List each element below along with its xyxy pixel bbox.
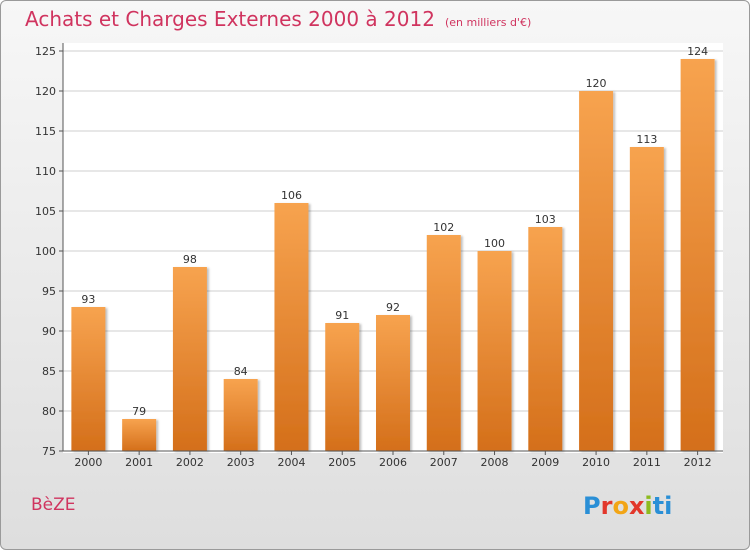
bar bbox=[680, 59, 715, 451]
y-tick-label: 105 bbox=[35, 205, 56, 218]
bar bbox=[426, 235, 461, 451]
bars: 93 79 98 84 106 91 92 102 100 103 120 113 124 bbox=[71, 45, 715, 451]
x-tick-label: 2011 bbox=[633, 456, 661, 469]
y-tick-label: 80 bbox=[42, 405, 56, 418]
x-tick-label: 2000 bbox=[74, 456, 102, 469]
y-tick-label: 95 bbox=[42, 285, 56, 298]
x-tick-label: 2002 bbox=[176, 456, 204, 469]
data-label: 124 bbox=[687, 45, 708, 58]
bar bbox=[274, 203, 309, 451]
chart-title: Achats et Charges Externes 2000 à 2012 (e… bbox=[25, 7, 531, 31]
bar bbox=[223, 379, 258, 451]
x-tick-label: 2006 bbox=[379, 456, 407, 469]
proxiti-logo[interactable]: Proxiti bbox=[583, 492, 672, 520]
x-tick-label: 2005 bbox=[328, 456, 356, 469]
data-label: 120 bbox=[586, 77, 607, 90]
bar bbox=[579, 91, 614, 451]
data-label: 106 bbox=[281, 189, 302, 202]
logo-letter: r bbox=[600, 492, 613, 520]
x-tick-label: 2010 bbox=[582, 456, 610, 469]
data-label: 98 bbox=[183, 253, 197, 266]
logo-letter: i bbox=[644, 492, 653, 520]
bar bbox=[629, 147, 664, 451]
data-label: 102 bbox=[433, 221, 454, 234]
bar bbox=[122, 419, 157, 451]
x-tick-label: 2009 bbox=[531, 456, 559, 469]
x-tick-label: 2007 bbox=[430, 456, 458, 469]
y-tick-label: 110 bbox=[35, 165, 56, 178]
chart-title-text: Achats et Charges Externes 2000 à 2012 bbox=[25, 7, 435, 31]
bar bbox=[172, 267, 207, 451]
x-tick-label: 2012 bbox=[684, 456, 712, 469]
y-tick-label: 85 bbox=[42, 365, 56, 378]
y-tick-label: 100 bbox=[35, 245, 56, 258]
y-tick-label: 90 bbox=[42, 325, 56, 338]
data-label: 79 bbox=[132, 405, 146, 418]
bar bbox=[71, 307, 106, 451]
logo-letter: t bbox=[652, 492, 665, 520]
y-tick-label: 75 bbox=[42, 445, 56, 458]
data-label: 103 bbox=[535, 213, 556, 226]
x-tick-label: 2003 bbox=[227, 456, 255, 469]
y-tick-label: 115 bbox=[35, 125, 56, 138]
logo-letter: o bbox=[612, 492, 629, 520]
y-tick-label: 120 bbox=[35, 85, 56, 98]
x-tick-label: 2001 bbox=[125, 456, 153, 469]
logo-letter: i bbox=[664, 492, 673, 520]
logo-letter: P bbox=[583, 492, 601, 520]
bar bbox=[376, 315, 410, 451]
logo-letter: x bbox=[628, 492, 645, 520]
y-tick-label: 125 bbox=[35, 45, 56, 58]
commune-name: BèZE bbox=[31, 495, 76, 515]
axes: 75 80 85 90 95 100 105 110 115 120 125 2000 2001 2002… bbox=[35, 43, 723, 469]
data-label: 100 bbox=[484, 237, 505, 250]
data-label: 84 bbox=[234, 365, 248, 378]
data-label: 93 bbox=[81, 293, 95, 306]
bar bbox=[477, 251, 512, 451]
data-label: 91 bbox=[335, 309, 349, 322]
bar bbox=[528, 227, 563, 451]
chart-subtitle: (en milliers d'€) bbox=[444, 16, 532, 29]
data-label: 113 bbox=[636, 133, 657, 146]
bar bbox=[325, 323, 360, 451]
x-tick-label: 2004 bbox=[277, 456, 305, 469]
data-label: 92 bbox=[386, 301, 400, 314]
x-tick-label: 2008 bbox=[481, 456, 509, 469]
